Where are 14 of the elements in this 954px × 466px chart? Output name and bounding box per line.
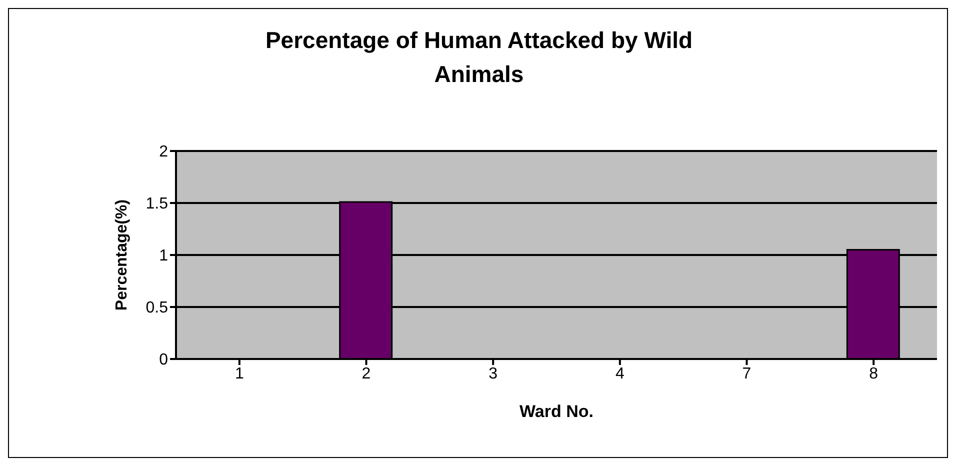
y-tick-label: 0 [159,352,168,369]
x-tick-label: 4 [615,365,624,382]
x-tick-label: 1 [234,365,244,382]
y-axis-title: Percentage(%) [114,199,131,311]
x-axis-title: Ward No. [520,402,594,421]
y-tick-label: 1 [159,248,168,265]
y-tick-label: 1.5 [146,196,168,213]
chart-title: Percentage of Human Attacked by Wild Animals [264,26,694,89]
x-tick-label: 2 [362,365,371,382]
y-tick-label: 2 [159,144,168,161]
x-tick-label: 7 [742,365,752,382]
y-tick-label: 0.5 [146,300,168,317]
x-tick-label: 8 [869,365,878,382]
x-tick-label: 3 [488,365,498,382]
